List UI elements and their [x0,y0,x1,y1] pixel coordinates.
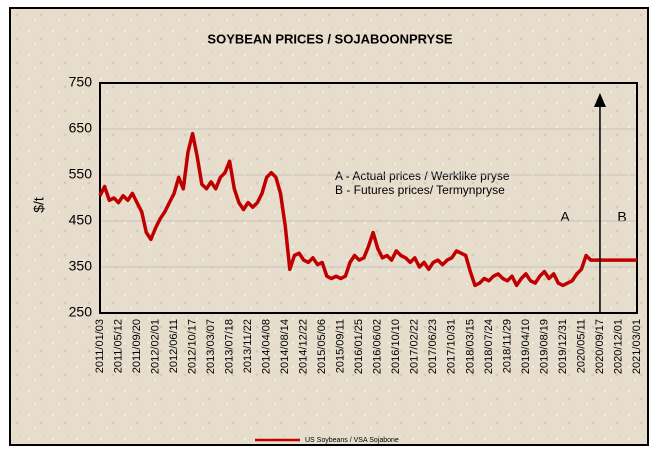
x-tick-label: 2016/06/02 [372,319,384,374]
x-tick-label: 2020/12/01 [612,319,624,374]
y-axis-label: $/t [31,197,47,213]
x-tick-label: 2015/05/06 [316,319,328,374]
annotation: A [560,209,570,225]
x-tick-label: 2020/09/17 [594,319,606,374]
line-series [98,131,637,288]
x-tick-label: 2018/07/24 [483,319,495,374]
plot-border [99,82,638,314]
x-tick-label: 2018/11/29 [501,319,513,373]
x-tick-label: 2013/07/18 [224,319,236,374]
x-tick-label: 2012/02/01 [149,319,161,374]
legend-label: US Soybeans / VSA Sojabone [305,437,399,444]
x-tick-label: 2013/11/22 [242,319,254,373]
x-tick-label: 2020/05/11 [575,319,587,373]
x-tick-label: 2021/03/01 [631,319,643,374]
x-tick-label: 2015/09/11 [335,319,347,373]
annotation: A - Actual prices / Werklike pryse [335,169,510,183]
frame [9,7,649,446]
x-tick-label: 2014/08/14 [279,319,291,374]
x-tick-label: 2014/12/22 [298,319,310,374]
arrow-head [593,93,606,107]
y-tick-label: 550 [69,166,93,182]
x-tick-label: 2011/01/03 [94,319,106,373]
x-tick-label: 2018/03/15 [464,319,476,374]
y-tick-label: 350 [69,258,93,274]
annotation: B [617,209,626,225]
x-tick-label: 2011/09/20 [131,319,143,373]
x-tick-label: 2017/06/23 [427,319,439,374]
x-tick-label: 2017/02/22 [409,319,421,374]
x-tick-label: 2016/10/10 [390,319,402,374]
y-tick-label: 750 [69,74,93,90]
y-tick-label: 250 [69,304,93,320]
y-tick-label: 650 [69,120,93,136]
x-tick-label: 2012/10/17 [186,319,198,374]
x-tick-label: 2012/06/11 [168,319,180,373]
x-tick-label: 2019/08/19 [538,319,550,374]
x-tick-label: 2016/01/25 [353,319,365,374]
x-tick-label: 2019/12/31 [557,319,569,374]
annotation: B - Futures prices/ Termynpryse [335,183,505,197]
chart-title: SOYBEAN PRICES / SOJABOONPRYSE [207,31,452,46]
x-tick-label: 2017/10/31 [446,319,458,374]
x-tick-label: 2011/05/12 [112,319,124,373]
x-tick-label: 2013/03/07 [205,319,217,374]
y-tick-label: 450 [69,212,93,228]
x-tick-label: 2019/04/10 [520,319,532,374]
x-tick-label: 2014/04/08 [261,319,273,374]
